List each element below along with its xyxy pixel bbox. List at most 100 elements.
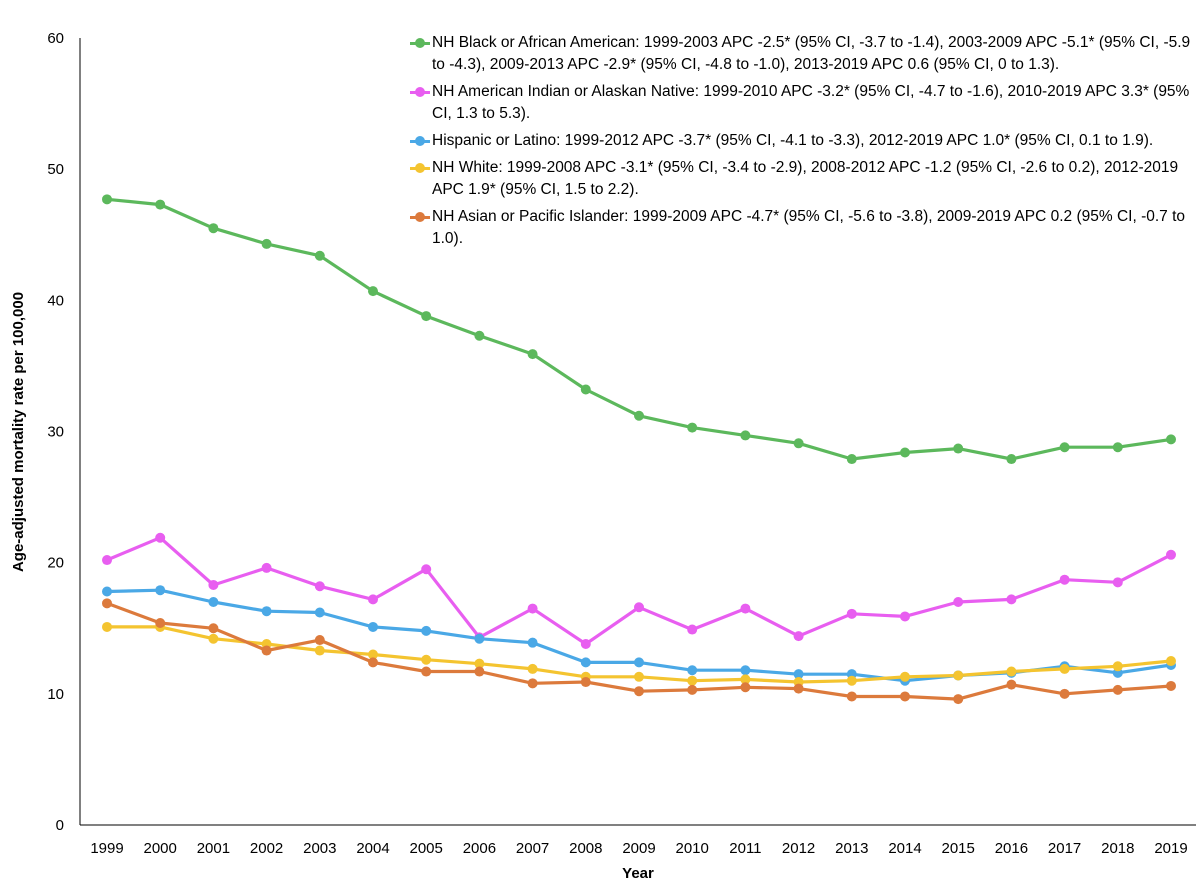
data-point-s4-2009 <box>634 686 644 697</box>
data-point-s2-2012 <box>793 669 804 680</box>
data-point-s4-1999 <box>102 598 112 609</box>
x-tick-label-2007: 2007 <box>516 840 549 857</box>
x-axis-title: Year <box>622 865 654 882</box>
data-point-s4-2000 <box>155 618 166 629</box>
data-point-s4-2005 <box>421 666 432 677</box>
y-tick-label-10: 10 <box>47 686 64 703</box>
data-point-s3-2018 <box>1112 661 1123 672</box>
data-point-s4-2002 <box>261 645 272 656</box>
legend-label-nh-black: NH Black or African American: 1999-2003 … <box>432 34 1191 73</box>
data-point-s3-2010 <box>687 675 698 686</box>
data-point-s2-2008 <box>580 657 591 668</box>
data-point-s4-2007 <box>527 678 538 689</box>
data-point-s1-1999 <box>102 555 112 566</box>
y-axis-title: Age-adjusted mortality rate per 100,000 <box>10 292 27 572</box>
data-point-s0-2012 <box>793 438 804 449</box>
legend-label-nh-asian: NH Asian or Pacific Islander: 1999-2009 … <box>432 208 1186 247</box>
data-point-s0-2018 <box>1112 442 1123 453</box>
series-lines <box>105 197 1173 701</box>
x-tick-label-2000: 2000 <box>144 840 177 857</box>
y-tick-label-30: 30 <box>47 424 64 441</box>
x-tick-label-2012: 2012 <box>782 840 815 857</box>
x-tick-label-2016: 2016 <box>995 840 1028 857</box>
y-tick-labels: 0 10 20 30 40 50 60 <box>47 30 64 834</box>
data-point-s0-2009 <box>634 410 644 421</box>
data-point-s3-2004 <box>368 649 378 660</box>
data-point-s0-2015 <box>953 443 964 454</box>
x-tick-label-2017: 2017 <box>1048 840 1081 857</box>
data-point-s1-2017 <box>1059 574 1070 585</box>
legend-marker-nh-asian <box>410 211 432 223</box>
data-point-s3-2007 <box>527 663 538 674</box>
data-point-s1-2007 <box>527 603 538 614</box>
data-point-s2-2004 <box>368 621 378 632</box>
data-point-s0-2008 <box>580 384 591 395</box>
legend: NH Black or African American: 1999-2003 … <box>410 32 1200 255</box>
data-point-s3-2005 <box>421 654 432 665</box>
data-point-s2-2001 <box>208 597 219 608</box>
data-point-s3-2009 <box>634 671 644 682</box>
data-point-s1-2013 <box>846 608 857 619</box>
data-point-s3-2016 <box>1006 666 1017 677</box>
data-point-s0-2014 <box>900 447 910 458</box>
legend-marker-nh-black <box>410 37 432 49</box>
x-tick-label-2004: 2004 <box>356 840 389 857</box>
data-point-s1-2018 <box>1112 577 1123 588</box>
data-point-s3-2017 <box>1059 663 1070 674</box>
x-tick-labels: 1999 2000 2001 2002 2003 2004 2005 2006 2007 2008… <box>90 840 1187 857</box>
data-point-s1-2010 <box>687 624 698 635</box>
data-point-s1-2012 <box>793 631 804 642</box>
y-tick-label-50: 50 <box>47 161 64 178</box>
y-tick-label-40: 40 <box>47 292 64 309</box>
legend-label-nh-american-indian: NH American Indian or Alaskan Native: 19… <box>432 83 1190 122</box>
data-point-s0-2010 <box>687 422 698 433</box>
x-tick-label-2011: 2011 <box>729 840 761 857</box>
data-point-s3-2001 <box>208 633 219 644</box>
data-point-s0-1999 <box>102 194 112 205</box>
data-point-s3-1999 <box>102 621 112 632</box>
data-point-s1-2003 <box>314 581 325 592</box>
legend-marker-nh-american-indian <box>410 86 432 98</box>
data-point-s1-2016 <box>1006 594 1017 605</box>
y-tick-label-20: 20 <box>47 555 64 572</box>
data-point-s0-2019 <box>1166 434 1176 445</box>
legend-item-nh-black: NH Black or African American: 1999-2003 … <box>410 32 1200 76</box>
legend-item-nh-asian: NH Asian or Pacific Islander: 1999-2009 … <box>410 206 1200 250</box>
legend-label-hispanic: Hispanic or Latino: 1999-2012 APC -3.7* … <box>432 132 1154 149</box>
data-point-s2-2003 <box>314 607 325 618</box>
data-point-s4-2015 <box>953 694 964 705</box>
data-point-s3-2003 <box>314 645 325 656</box>
legend-marker-nh-white <box>410 162 432 174</box>
data-point-s0-2013 <box>846 454 857 465</box>
data-point-s3-2011 <box>740 674 751 685</box>
y-tick-label-60: 60 <box>47 30 64 47</box>
data-point-s1-2004 <box>368 594 378 605</box>
data-point-s1-2009 <box>634 602 644 613</box>
x-tick-label-2002: 2002 <box>250 840 283 857</box>
data-point-s2-2005 <box>421 625 432 636</box>
data-point-s4-2004 <box>368 657 378 668</box>
series-line-1 <box>105 536 1173 646</box>
data-point-s1-2001 <box>208 579 219 590</box>
data-point-s0-2016 <box>1006 454 1017 465</box>
data-point-s1-2005 <box>421 564 432 575</box>
data-point-s2-1999 <box>102 586 112 597</box>
x-tick-label-2015: 2015 <box>942 840 975 857</box>
data-point-s4-2017 <box>1059 688 1070 699</box>
x-tick-label-2008: 2008 <box>569 840 602 857</box>
legend-label-nh-white: NH White: 1999-2008 APC -3.1* (95% CI, -… <box>432 159 1179 198</box>
data-point-s0-2011 <box>740 430 751 441</box>
axes <box>79 38 1196 826</box>
legend-item-nh-american-indian: NH American Indian or Alaskan Native: 19… <box>410 81 1200 125</box>
data-point-s4-2013 <box>846 691 857 702</box>
data-point-s3-2014 <box>900 671 910 682</box>
data-point-s4-2001 <box>208 623 219 634</box>
data-point-s1-2014 <box>900 611 910 622</box>
data-point-s4-2012 <box>793 683 804 694</box>
data-point-s4-2010 <box>687 684 698 695</box>
y-tick-label-0: 0 <box>56 817 64 834</box>
x-tick-label-2003: 2003 <box>303 840 336 857</box>
data-point-s4-2006 <box>474 666 485 677</box>
data-point-s2-2000 <box>155 585 166 596</box>
data-point-s2-2011 <box>740 665 751 676</box>
